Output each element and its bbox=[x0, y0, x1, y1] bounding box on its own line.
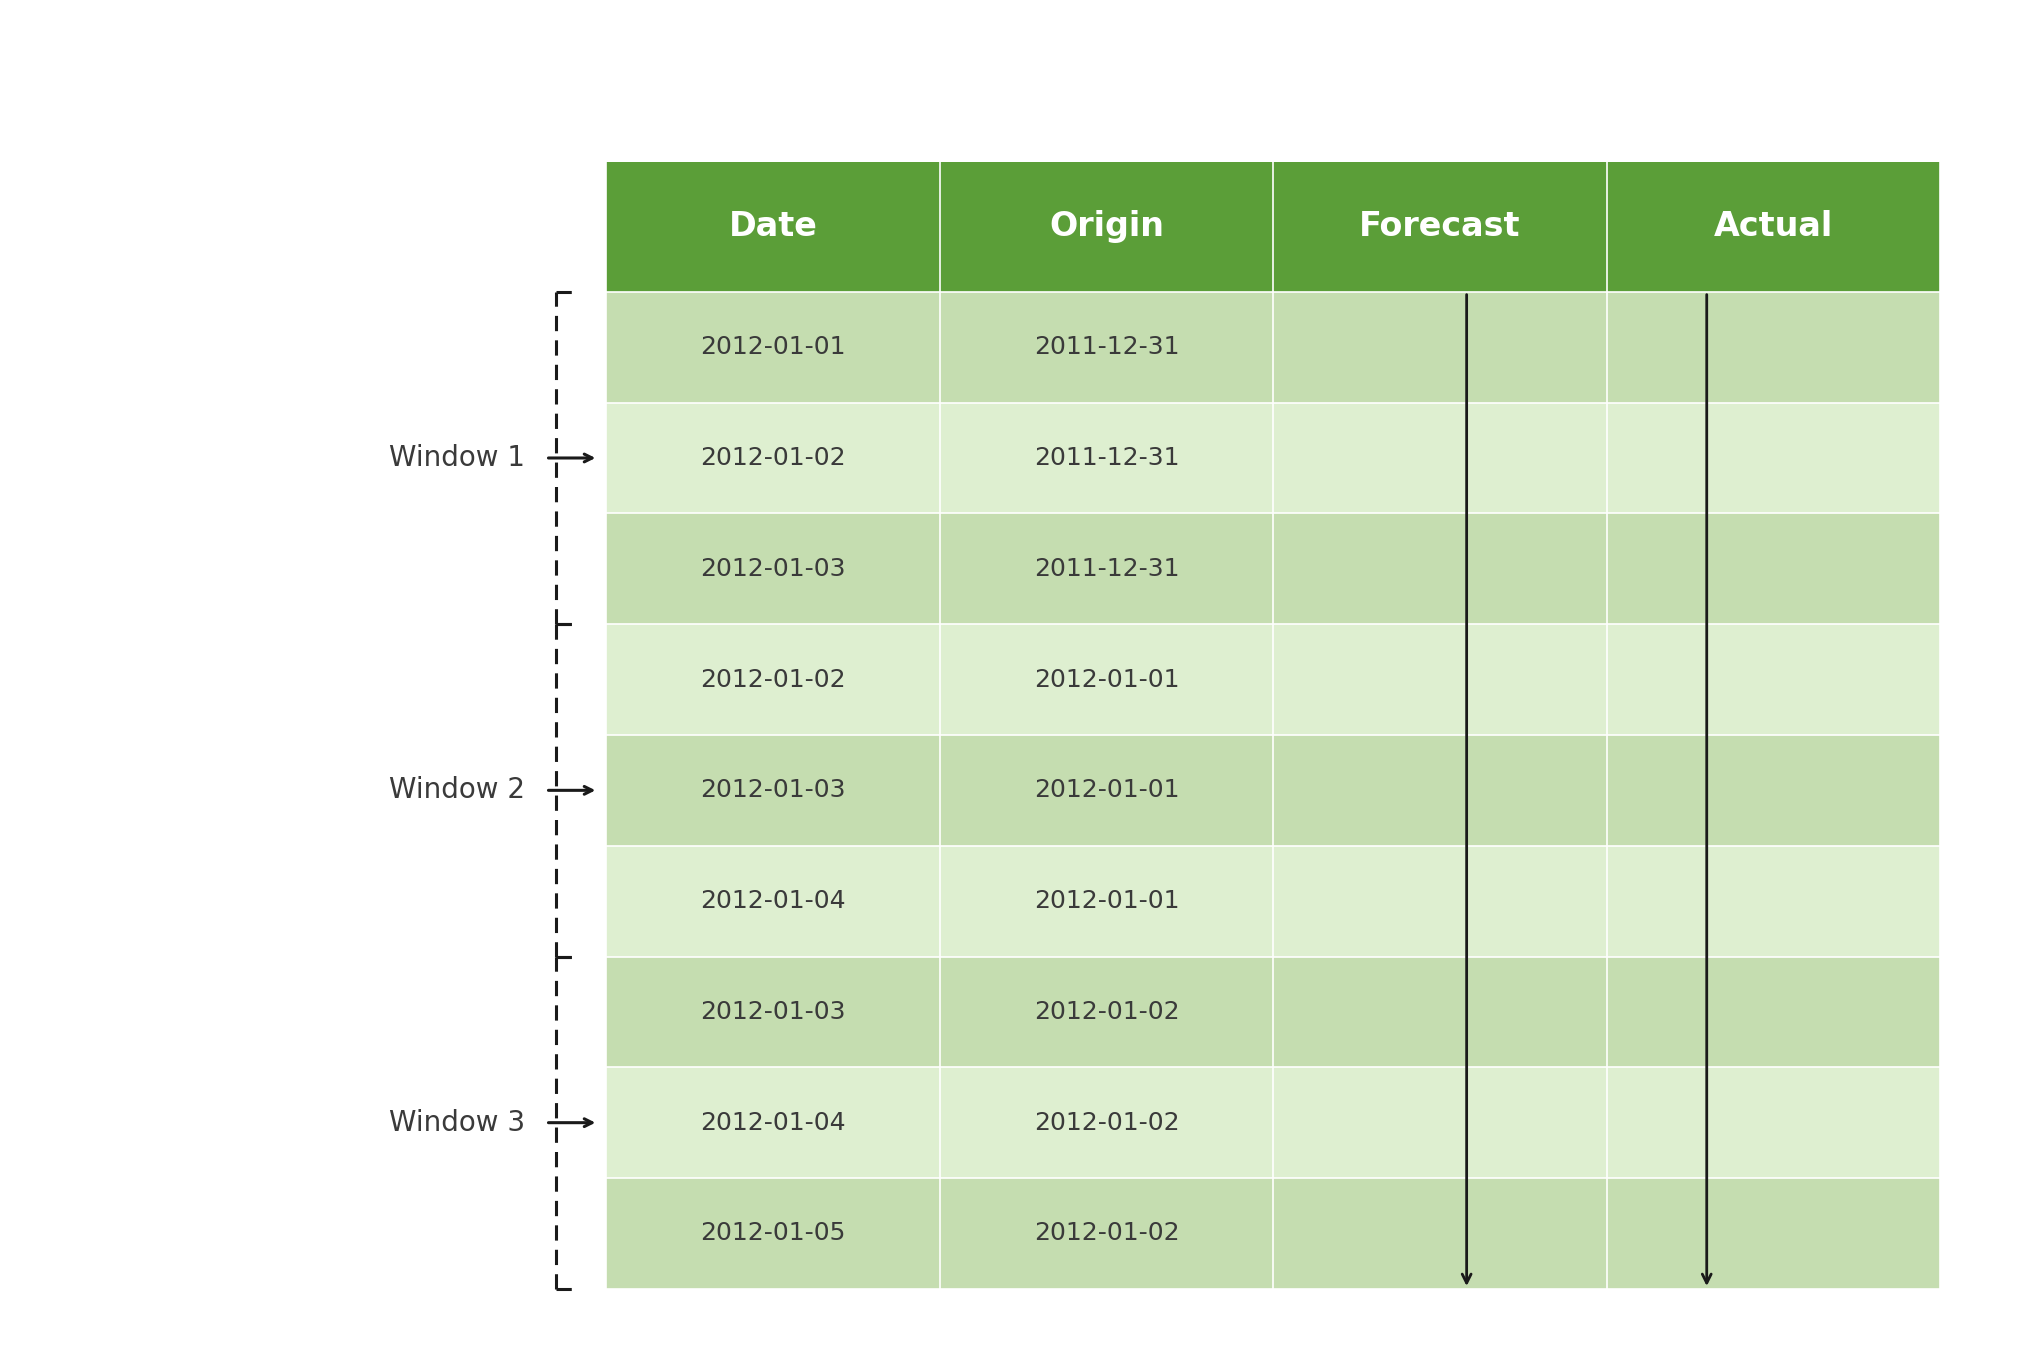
FancyBboxPatch shape bbox=[1273, 162, 1607, 292]
FancyBboxPatch shape bbox=[940, 957, 1273, 1067]
FancyBboxPatch shape bbox=[606, 957, 940, 1067]
FancyBboxPatch shape bbox=[1607, 1067, 1940, 1178]
Text: 2012-01-02: 2012-01-02 bbox=[1033, 1221, 1180, 1246]
FancyBboxPatch shape bbox=[606, 624, 940, 735]
FancyBboxPatch shape bbox=[1273, 292, 1607, 403]
FancyBboxPatch shape bbox=[1607, 1178, 1940, 1289]
FancyBboxPatch shape bbox=[1607, 846, 1940, 957]
Text: 2011-12-31: 2011-12-31 bbox=[1035, 335, 1178, 359]
Text: 2012-01-03: 2012-01-03 bbox=[701, 778, 845, 802]
Text: 2012-01-03: 2012-01-03 bbox=[701, 1000, 845, 1024]
FancyBboxPatch shape bbox=[940, 162, 1273, 292]
Text: 2012-01-02: 2012-01-02 bbox=[1033, 1111, 1180, 1135]
Text: Window 2: Window 2 bbox=[390, 777, 525, 804]
FancyBboxPatch shape bbox=[940, 513, 1273, 624]
FancyBboxPatch shape bbox=[606, 1178, 940, 1289]
FancyBboxPatch shape bbox=[606, 403, 940, 513]
FancyBboxPatch shape bbox=[940, 735, 1273, 846]
Text: 2012-01-03: 2012-01-03 bbox=[701, 557, 845, 581]
Text: Origin: Origin bbox=[1049, 211, 1164, 243]
FancyBboxPatch shape bbox=[606, 162, 940, 292]
FancyBboxPatch shape bbox=[1273, 1067, 1607, 1178]
Text: 2012-01-05: 2012-01-05 bbox=[701, 1221, 845, 1246]
FancyBboxPatch shape bbox=[606, 1067, 940, 1178]
Text: 2012-01-02: 2012-01-02 bbox=[699, 667, 847, 692]
Text: Actual: Actual bbox=[1714, 211, 1833, 243]
FancyBboxPatch shape bbox=[940, 403, 1273, 513]
FancyBboxPatch shape bbox=[1273, 1178, 1607, 1289]
Text: 2012-01-01: 2012-01-01 bbox=[1035, 778, 1178, 802]
Text: Date: Date bbox=[730, 211, 816, 243]
FancyBboxPatch shape bbox=[1273, 513, 1607, 624]
FancyBboxPatch shape bbox=[1273, 735, 1607, 846]
Text: 2012-01-02: 2012-01-02 bbox=[1033, 1000, 1180, 1024]
FancyBboxPatch shape bbox=[1607, 624, 1940, 735]
FancyBboxPatch shape bbox=[940, 1067, 1273, 1178]
Text: Forecast: Forecast bbox=[1360, 211, 1520, 243]
FancyBboxPatch shape bbox=[940, 624, 1273, 735]
FancyBboxPatch shape bbox=[1273, 624, 1607, 735]
FancyBboxPatch shape bbox=[1607, 735, 1940, 846]
FancyBboxPatch shape bbox=[606, 735, 940, 846]
Text: 2011-12-31: 2011-12-31 bbox=[1035, 557, 1178, 581]
FancyBboxPatch shape bbox=[940, 846, 1273, 957]
FancyBboxPatch shape bbox=[940, 292, 1273, 403]
Text: 2012-01-01: 2012-01-01 bbox=[701, 335, 845, 359]
Text: 2012-01-04: 2012-01-04 bbox=[699, 1111, 847, 1135]
FancyBboxPatch shape bbox=[606, 513, 940, 624]
Text: Window 3: Window 3 bbox=[390, 1109, 525, 1136]
FancyBboxPatch shape bbox=[940, 1178, 1273, 1289]
FancyBboxPatch shape bbox=[1607, 403, 1940, 513]
Text: 2012-01-01: 2012-01-01 bbox=[1035, 667, 1178, 692]
Text: 2012-01-02: 2012-01-02 bbox=[699, 446, 847, 470]
Text: 2012-01-04: 2012-01-04 bbox=[699, 889, 847, 913]
FancyBboxPatch shape bbox=[1607, 162, 1940, 292]
FancyBboxPatch shape bbox=[1607, 957, 1940, 1067]
Text: 2011-12-31: 2011-12-31 bbox=[1035, 446, 1178, 470]
Text: 2012-01-01: 2012-01-01 bbox=[1035, 889, 1178, 913]
FancyBboxPatch shape bbox=[1607, 292, 1940, 403]
FancyBboxPatch shape bbox=[606, 292, 940, 403]
Text: Window 1: Window 1 bbox=[390, 444, 525, 471]
FancyBboxPatch shape bbox=[1273, 957, 1607, 1067]
FancyBboxPatch shape bbox=[1273, 403, 1607, 513]
FancyBboxPatch shape bbox=[1273, 846, 1607, 957]
FancyBboxPatch shape bbox=[1607, 513, 1940, 624]
FancyBboxPatch shape bbox=[606, 846, 940, 957]
